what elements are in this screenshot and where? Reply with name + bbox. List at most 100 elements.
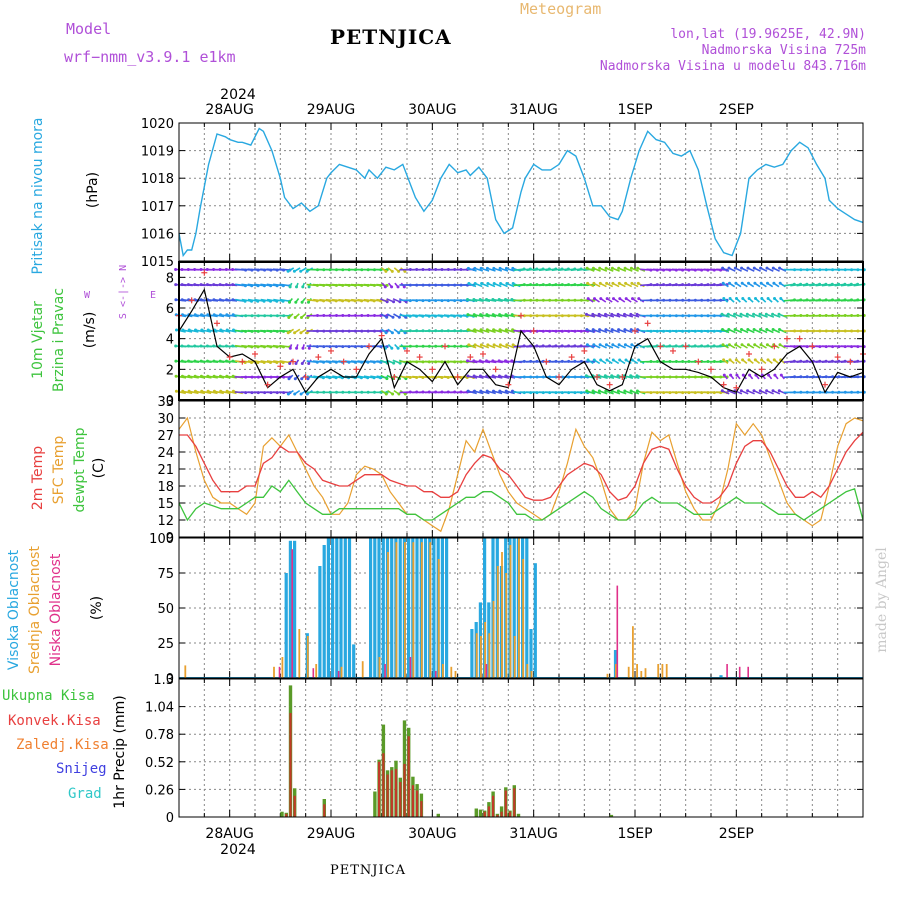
precip-bar bbox=[609, 814, 614, 817]
cloud-bar bbox=[442, 664, 444, 678]
wind-arrow-head bbox=[181, 328, 185, 332]
wind-arrow-head bbox=[205, 283, 209, 287]
station-title: PETNJICA bbox=[330, 25, 452, 49]
wind-arrow-head bbox=[635, 389, 639, 393]
cloud-bar bbox=[352, 644, 356, 678]
y-tick-label: 0 bbox=[166, 394, 174, 409]
y-tick-label: 33 bbox=[157, 395, 174, 410]
y-tick-label: 1019 bbox=[141, 145, 174, 160]
wind-arrow-head bbox=[624, 281, 628, 285]
wind-arrow bbox=[474, 313, 484, 318]
cloud-bar bbox=[395, 542, 398, 678]
wind-arrow-head bbox=[218, 359, 222, 363]
wind-arrow bbox=[479, 360, 491, 364]
wind-arrow bbox=[796, 283, 808, 287]
precip-bar bbox=[382, 753, 385, 817]
wind-arrow-head bbox=[200, 328, 204, 332]
cloud-bar bbox=[339, 538, 343, 678]
wind-arrow-head bbox=[759, 343, 763, 347]
wind-arrow bbox=[467, 360, 478, 364]
cloud-bar bbox=[485, 664, 488, 678]
wind-arrow-head bbox=[497, 298, 501, 301]
wind-arrow-head bbox=[624, 358, 628, 362]
wind-panel: 10m Vjetar Brzina i Pravac (m/s) S <-|->… bbox=[30, 261, 866, 409]
wind-arrow bbox=[182, 375, 193, 379]
y-tick-label: 24 bbox=[157, 446, 174, 461]
wind-arrow-head bbox=[735, 373, 739, 377]
wind-arrow-head bbox=[721, 281, 725, 285]
wind-arrow-head bbox=[300, 362, 304, 365]
altitude-info: Nadmorska Visina 725m bbox=[702, 43, 867, 58]
wind-arrow-head bbox=[629, 374, 633, 378]
cloud-bar bbox=[513, 636, 516, 678]
wind-arrow bbox=[208, 329, 218, 333]
cloud-bar bbox=[373, 538, 377, 678]
wind-arrow-head bbox=[231, 344, 235, 348]
wind-arrow bbox=[272, 283, 284, 287]
wind-arrow-head bbox=[611, 281, 615, 285]
wind-arrow-head bbox=[466, 359, 469, 363]
precip-bar bbox=[516, 813, 521, 817]
precip-bar bbox=[496, 814, 499, 817]
meteogram-title: Meteogram bbox=[520, 0, 601, 18]
wind-arrow-head bbox=[739, 312, 743, 316]
wind-arrow-head bbox=[467, 343, 471, 347]
wind-arrow-head bbox=[206, 313, 210, 317]
wind-arrow bbox=[480, 298, 491, 302]
wind-arrow bbox=[266, 360, 278, 364]
y-tick-label: 8 bbox=[166, 271, 174, 286]
wind-arrow-head bbox=[585, 312, 588, 316]
temp-title-dewpt: dewpt Temp bbox=[72, 427, 88, 512]
wind-arrow-head bbox=[636, 328, 640, 332]
wind-arrow bbox=[273, 298, 284, 302]
wind-arrow-head bbox=[286, 392, 290, 396]
wind-arrow-head bbox=[288, 300, 291, 304]
cloud-bar bbox=[726, 664, 728, 678]
wind-arrow-head bbox=[193, 313, 197, 317]
wind-arrow bbox=[847, 283, 858, 287]
wind-arrow-head bbox=[721, 343, 725, 347]
wind-arrow-head bbox=[383, 285, 387, 289]
legend-snow: Snijeg bbox=[56, 761, 107, 777]
wind-arrow-head bbox=[218, 298, 222, 302]
wind-arrow bbox=[790, 283, 801, 287]
wind-arrow-head bbox=[618, 358, 622, 362]
wind-arrow-head bbox=[473, 266, 477, 270]
bottom-date-label: 29AUG bbox=[307, 826, 356, 842]
wind-arrow bbox=[260, 283, 271, 287]
wind-arrow-head bbox=[511, 266, 515, 270]
wind-arrow-head bbox=[180, 344, 184, 348]
wind-arrow bbox=[279, 391, 291, 394]
wind-arrow-head bbox=[598, 343, 602, 347]
wind-arrow-head bbox=[491, 359, 495, 363]
wind-arrow-head bbox=[193, 283, 197, 287]
wind-arrow-head bbox=[727, 328, 731, 331]
wind-arrow-head bbox=[194, 328, 197, 332]
wind-arrow-head bbox=[485, 298, 488, 301]
cloud-bar bbox=[483, 538, 487, 678]
wind-arrow-head bbox=[479, 343, 483, 347]
wind-arrow-head bbox=[305, 392, 309, 396]
cloud-bar bbox=[331, 538, 335, 678]
wind-arrow-head bbox=[307, 300, 310, 304]
wind-arrow-head bbox=[300, 300, 304, 304]
wind-arrow-head bbox=[720, 312, 724, 316]
wind-arrow-head bbox=[629, 312, 633, 316]
wind-arrow-head bbox=[391, 392, 395, 396]
wind-arrow-head bbox=[511, 389, 514, 393]
wind-arrow bbox=[235, 298, 246, 302]
wind-arrow-head bbox=[473, 389, 476, 393]
wind-arrow-head bbox=[504, 328, 508, 332]
cloud-unit: (%) bbox=[89, 596, 105, 620]
wind-arrow-head bbox=[597, 312, 601, 316]
wind-arrow-head bbox=[205, 344, 209, 348]
wind-arrow-head bbox=[758, 312, 762, 316]
wind-arrow bbox=[815, 283, 827, 287]
wind-arrow-head bbox=[478, 298, 482, 301]
cloud-bar bbox=[475, 633, 478, 678]
wind-arrow-head bbox=[224, 268, 228, 271]
y-tick-label: 0 bbox=[166, 811, 174, 826]
wind-arrow bbox=[325, 375, 337, 379]
cloud-bar bbox=[505, 573, 508, 678]
temperature-frame bbox=[178, 400, 864, 538]
